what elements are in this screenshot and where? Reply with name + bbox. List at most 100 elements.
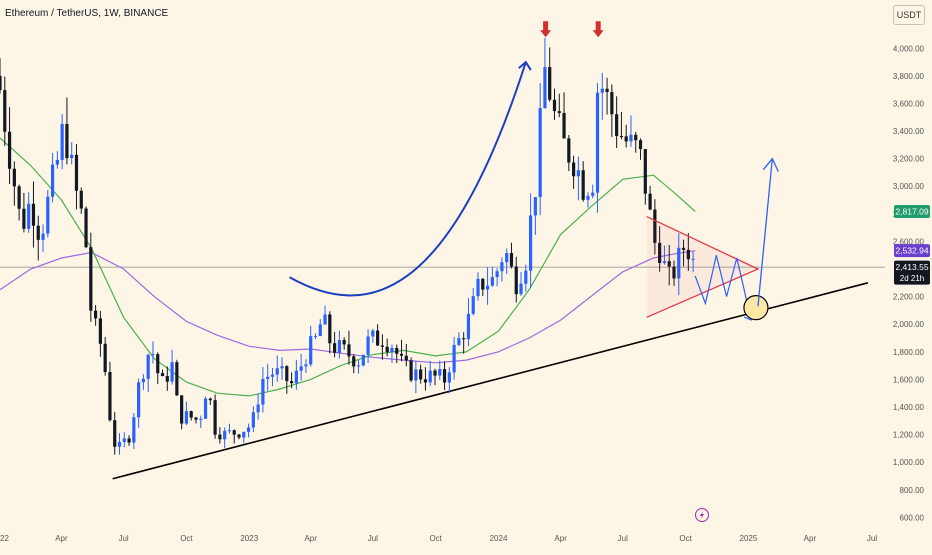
candle-body — [246, 427, 251, 432]
breakout-arrow — [757, 158, 773, 307]
candle-body — [514, 266, 518, 295]
candle-body — [160, 373, 165, 376]
candle-body — [7, 131, 12, 169]
candle-body — [266, 376, 270, 379]
candle-body — [366, 336, 370, 355]
candle-body — [495, 271, 499, 278]
x-tick-label: Oct — [679, 534, 692, 543]
candle-body — [89, 247, 93, 311]
y-tick-label: 1,000.00 — [893, 458, 925, 467]
candle-body — [395, 348, 399, 354]
candle-body — [361, 354, 365, 366]
price-tag-countdown: 2d 21h — [900, 274, 924, 283]
candle-body — [218, 434, 222, 440]
top-down-arrow — [592, 21, 604, 38]
candle-body — [41, 233, 45, 240]
x-tick-label: Oct — [429, 534, 442, 543]
candle-body — [227, 430, 232, 432]
x-tick-label: Jul — [368, 534, 378, 543]
candle-body — [117, 441, 122, 447]
y-tick-label: 1,600.00 — [893, 375, 925, 384]
candle-body — [103, 343, 107, 373]
ma-purple-line — [0, 250, 696, 364]
candle-body — [619, 135, 624, 137]
ma-green-line — [0, 137, 696, 397]
candle-body — [447, 372, 451, 383]
zigzag-projection — [694, 255, 752, 321]
candle-body — [113, 420, 117, 447]
candle-body — [524, 270, 528, 284]
x-tick-label: 2023 — [240, 534, 258, 543]
y-tick-label: 2,000.00 — [893, 320, 925, 329]
candle-body — [423, 379, 428, 383]
candle-body — [380, 345, 385, 347]
candle-body — [333, 343, 337, 353]
y-tick-label: 1,800.00 — [893, 348, 925, 357]
candle-body — [490, 277, 494, 286]
candle-body — [285, 366, 289, 381]
candle-body — [638, 140, 643, 150]
candle-body — [127, 438, 131, 443]
candle-body — [476, 278, 480, 297]
candle-body — [347, 344, 351, 357]
candle-body — [610, 92, 614, 115]
y-tick-label: 800.00 — [900, 486, 925, 495]
candle-body — [466, 313, 471, 340]
candle-body — [304, 364, 308, 367]
candle-body — [385, 346, 389, 353]
candle-body — [122, 438, 126, 442]
candle-body — [629, 134, 633, 142]
touch-circle — [743, 295, 769, 321]
candle-body — [22, 208, 26, 229]
candle-body — [3, 90, 7, 132]
candle-body — [557, 111, 561, 114]
candle-body — [691, 258, 695, 260]
candle-body — [141, 378, 146, 383]
candle-body — [12, 168, 16, 187]
x-tick-label: Jul — [118, 534, 128, 543]
candle-body — [60, 124, 64, 160]
candle-body — [581, 170, 585, 200]
candle-body — [299, 366, 303, 371]
candle-body — [17, 186, 21, 209]
candle-body — [74, 154, 79, 191]
candle-body — [328, 314, 332, 344]
candle-body — [184, 411, 189, 424]
y-tick-label: 3,800.00 — [893, 72, 925, 81]
x-tick-label: 2022 — [0, 534, 9, 543]
x-tick-label: Apr — [55, 534, 68, 543]
currency-button[interactable]: USDT — [893, 5, 925, 25]
candle-body — [643, 149, 647, 194]
candle-body — [677, 247, 681, 279]
candle-body — [352, 356, 356, 367]
chart-title: Ethereum / TetherUS, 1W, BINANCE — [5, 8, 169, 19]
x-tick-label: Apr — [804, 534, 817, 543]
candle-body — [337, 340, 341, 353]
candle-body — [528, 215, 533, 271]
candle-body — [309, 336, 313, 365]
candle-body — [595, 92, 600, 193]
candle-body — [146, 354, 150, 379]
candle-body — [462, 338, 466, 340]
candle-body — [242, 431, 246, 438]
candle-body — [342, 340, 346, 345]
candle-body — [50, 164, 55, 197]
price-tag — [894, 260, 930, 285]
candle-body — [108, 372, 112, 421]
candle-body — [289, 380, 294, 384]
candle-body — [591, 192, 595, 196]
candle-body — [390, 348, 394, 353]
candle-body — [543, 67, 547, 109]
candle-body — [662, 261, 667, 263]
candle-body — [180, 395, 184, 424]
candle-body — [194, 417, 198, 420]
candle-body — [567, 138, 571, 163]
candle-body — [658, 242, 662, 263]
candle-body — [419, 369, 423, 380]
candle-body — [203, 398, 208, 419]
candle-body — [505, 253, 509, 263]
candle-body — [667, 261, 671, 267]
